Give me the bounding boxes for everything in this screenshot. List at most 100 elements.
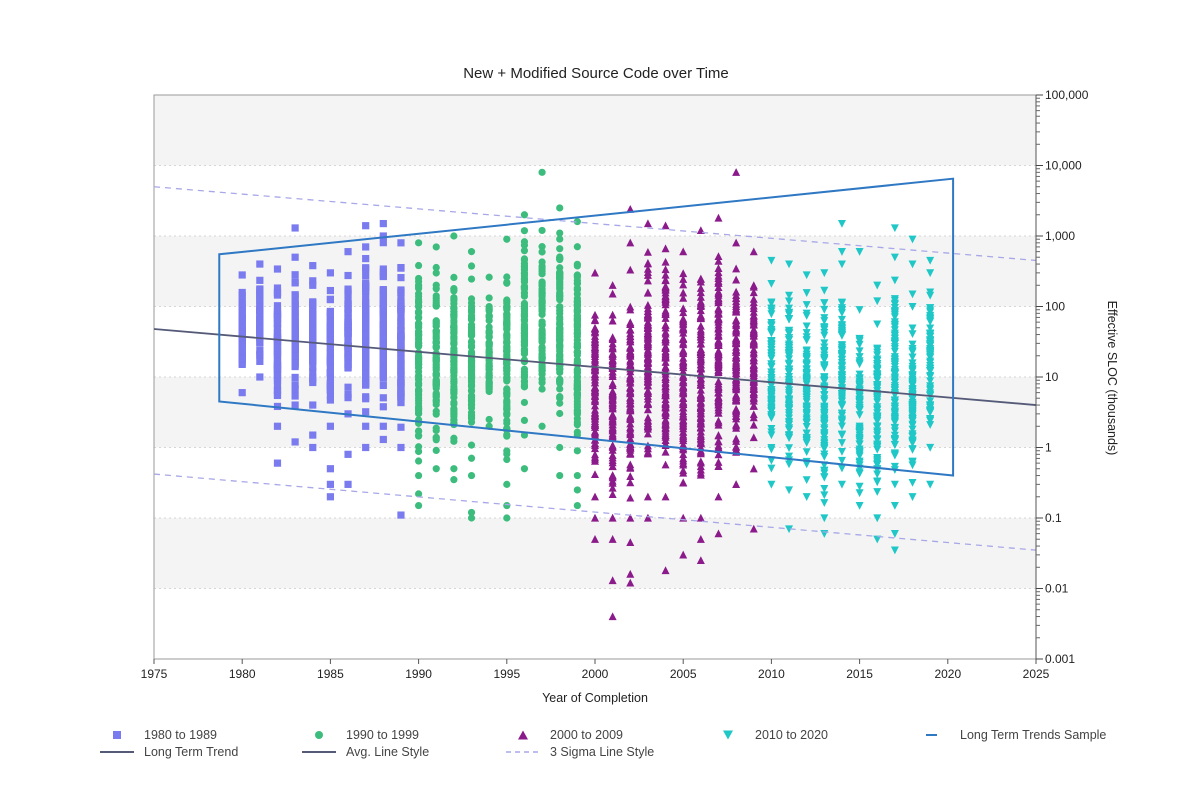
data-point — [890, 434, 899, 443]
data-point — [309, 401, 317, 409]
data-point — [679, 280, 688, 289]
data-point — [732, 335, 741, 344]
legend-item: 2000 to 2009 — [506, 728, 623, 742]
data-point — [679, 308, 688, 317]
data-point — [520, 316, 529, 324]
data-point — [608, 483, 617, 492]
data-point — [591, 338, 599, 347]
data-point — [591, 358, 599, 366]
data-point — [908, 388, 917, 396]
data-point — [273, 357, 282, 366]
data-point — [432, 446, 440, 455]
data-point — [802, 301, 811, 309]
data-point — [873, 380, 882, 389]
data-point — [890, 358, 899, 367]
data-point — [749, 420, 758, 429]
data-point — [802, 448, 811, 456]
data-point — [556, 409, 564, 418]
data-point — [626, 493, 635, 502]
y-tick-label: 0.1 — [1045, 511, 1062, 525]
data-point — [643, 381, 652, 389]
data-point — [362, 265, 370, 273]
data-point — [362, 287, 370, 295]
data-point — [626, 460, 635, 469]
y-tick-label: 1,000 — [1045, 229, 1075, 243]
data-point — [837, 347, 846, 356]
data-point — [908, 377, 917, 386]
data-point — [908, 302, 917, 311]
data-point — [855, 353, 864, 361]
data-point — [890, 415, 899, 423]
x-axis-label: Year of Completion — [542, 691, 648, 705]
legend-circle-icon — [302, 728, 336, 742]
data-point — [309, 309, 317, 317]
axes: 1975 1980 1985 1990 1995 2000 2005 2010 2015 2020… — [141, 88, 1089, 681]
data-point — [767, 404, 776, 413]
data-point — [837, 480, 846, 489]
data-point — [802, 418, 811, 427]
data-point — [855, 489, 864, 498]
data-point — [397, 321, 405, 330]
data-point — [890, 423, 899, 432]
data-point — [503, 235, 511, 243]
data-point — [767, 321, 776, 330]
data-point — [714, 492, 723, 501]
data-point — [256, 357, 264, 365]
data-point — [820, 286, 829, 295]
data-point — [855, 437, 864, 446]
data-point — [926, 256, 935, 265]
x-tick-label: 2005 — [670, 667, 697, 681]
data-point — [661, 566, 670, 575]
data-point — [591, 452, 599, 461]
legend-item: Long Term Trend — [100, 745, 238, 759]
data-point — [256, 296, 264, 304]
data-point — [802, 398, 811, 407]
data-point — [538, 306, 546, 314]
data-point — [397, 239, 405, 247]
data-point — [291, 328, 299, 336]
data-point — [873, 344, 882, 353]
data-point — [379, 292, 387, 301]
data-point — [696, 378, 705, 386]
data-point — [556, 379, 564, 387]
data-point — [556, 204, 564, 212]
data-point — [573, 262, 581, 270]
data-point — [326, 391, 334, 400]
data-point — [837, 367, 846, 376]
data-point — [855, 482, 864, 491]
data-point — [608, 399, 617, 408]
data-point — [291, 298, 299, 307]
legend-label: Long Term Trends Sample — [960, 728, 1107, 742]
data-point — [626, 472, 635, 480]
data-point — [626, 538, 635, 547]
data-point — [556, 309, 564, 318]
data-point — [362, 336, 370, 345]
data-point — [520, 255, 529, 263]
data-point — [926, 382, 935, 391]
data-point — [485, 415, 493, 424]
data-point — [591, 401, 599, 410]
data-point — [291, 343, 299, 351]
data-point — [890, 501, 899, 510]
data-point — [256, 346, 264, 355]
data-point — [714, 529, 723, 538]
legend-item: Avg. Line Style — [302, 745, 429, 759]
data-point — [432, 333, 440, 341]
data-point — [309, 378, 317, 387]
data-point — [679, 247, 688, 256]
data-point — [467, 514, 476, 522]
data-point — [749, 288, 758, 297]
data-point — [379, 381, 387, 390]
data-point — [503, 410, 511, 418]
data-point — [591, 535, 599, 543]
data-point — [679, 432, 688, 441]
data-point — [679, 468, 688, 477]
data-point — [661, 431, 670, 440]
data-point — [538, 270, 546, 278]
data-point — [732, 434, 741, 443]
data-point — [732, 369, 741, 378]
data-point — [732, 275, 741, 284]
data-point — [467, 248, 476, 256]
data-point — [820, 361, 829, 370]
data-point — [696, 465, 705, 474]
